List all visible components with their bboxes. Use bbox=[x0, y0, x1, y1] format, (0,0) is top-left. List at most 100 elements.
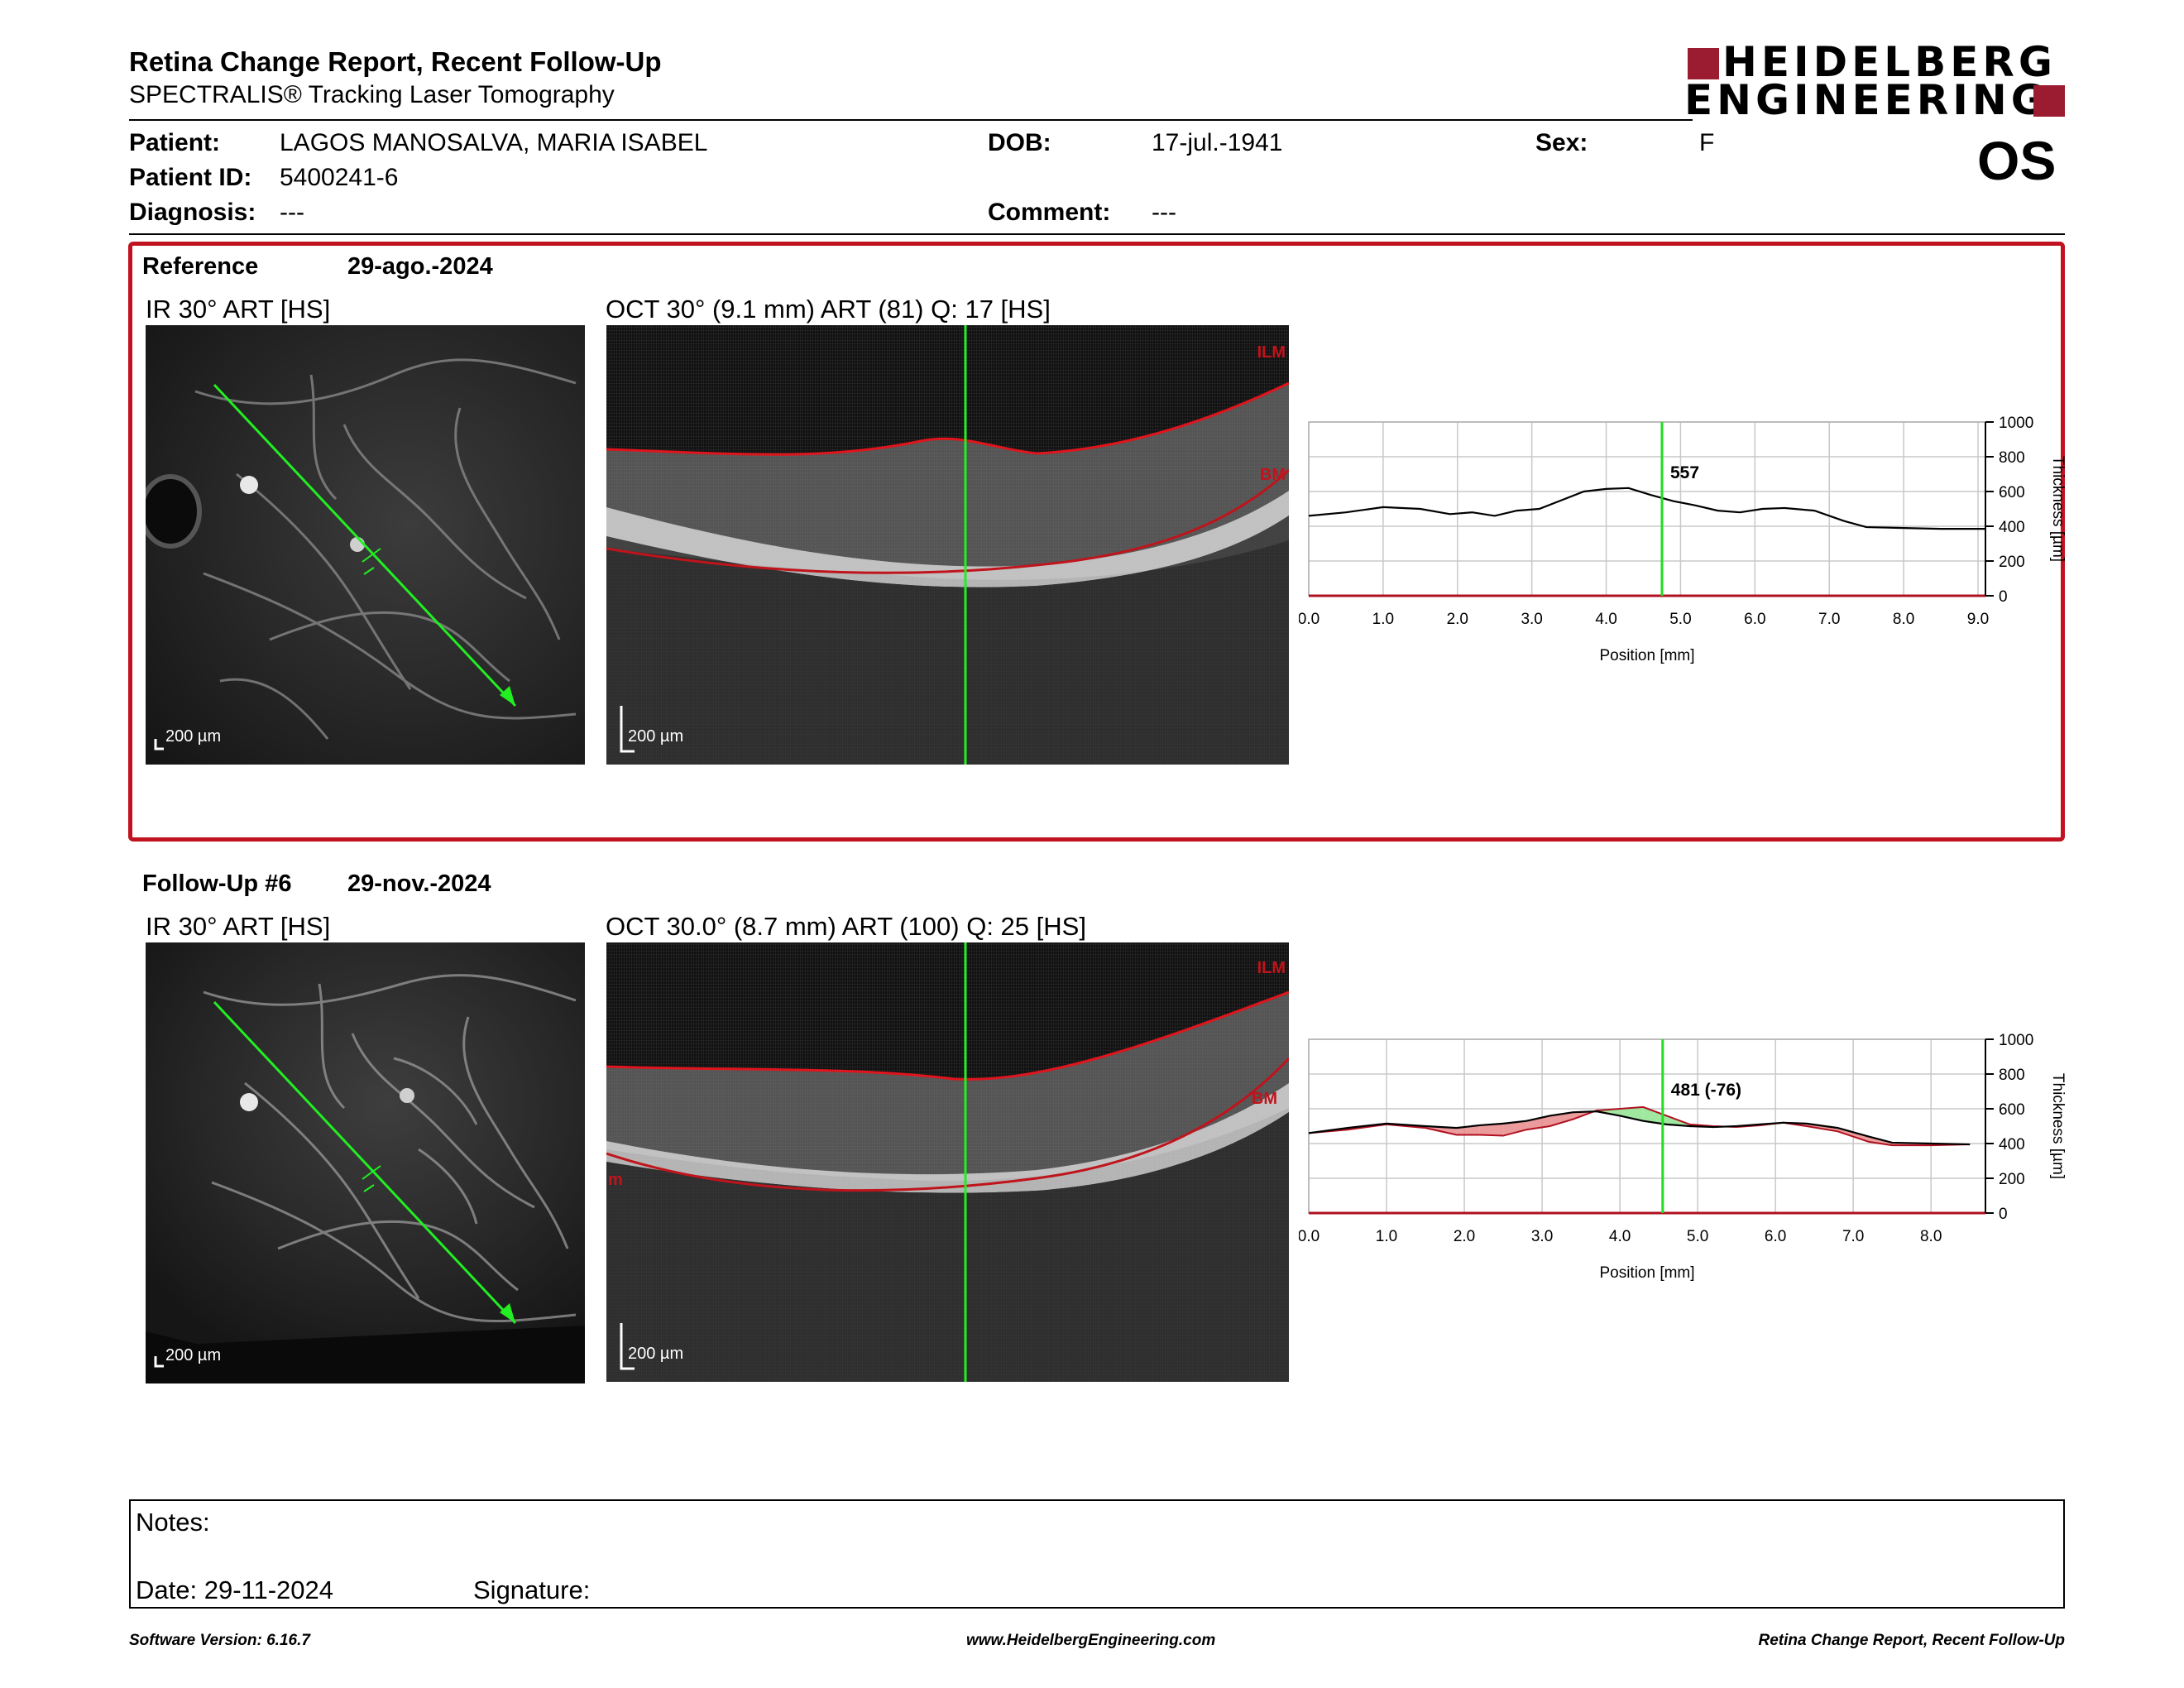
notes-label: Notes: bbox=[136, 1508, 210, 1537]
y-tick-label-0: 0 bbox=[1999, 1206, 2008, 1223]
difference-band-12 bbox=[1643, 1106, 1667, 1125]
followup-oct-scale: 200 µm bbox=[628, 1345, 684, 1363]
report-title: Retina Change Report, Recent Follow-Up bbox=[129, 46, 662, 77]
reference-date: 29-ago.-2024 bbox=[347, 253, 493, 280]
x-tick-label-1: 1.0 bbox=[1376, 1228, 1397, 1245]
sex-label: Sex: bbox=[1535, 129, 1588, 156]
difference-band-6 bbox=[1503, 1120, 1527, 1136]
patient-id-value: 5400241-6 bbox=[280, 164, 399, 191]
reference-oct-image[interactable]: ILM BM 200 µm bbox=[606, 325, 1289, 765]
x-axis-title: Position [mm] bbox=[1599, 1264, 1694, 1282]
followup-ilm-label: ILM bbox=[1257, 959, 1286, 977]
y-tick-label-5: 1000 bbox=[1999, 1032, 2033, 1049]
x-tick-label-2: 2.0 bbox=[1447, 611, 1468, 628]
followup-oct-image[interactable]: ILM BM m 200 µm bbox=[606, 942, 1289, 1382]
reference-ir-label: IR 30° ART [HS] bbox=[146, 295, 331, 324]
x-tick-label-5: 5.0 bbox=[1669, 611, 1691, 628]
followup-thickness-chart: 0 200 400 600 800 1000 0.0 1.0 2.0 3.0 4.0 5.0 6.0 7.… bbox=[1299, 1032, 2067, 1282]
patient-label: Patient: bbox=[129, 129, 221, 156]
logo-line-1: HEIDELBERG bbox=[1722, 38, 2057, 86]
difference-band-7 bbox=[1526, 1115, 1550, 1130]
y-tick-label-1: 200 bbox=[1999, 554, 2025, 571]
followup-oct-svg bbox=[606, 942, 1289, 1382]
difference-band-5 bbox=[1479, 1123, 1504, 1136]
y-tick-label-2: 400 bbox=[1999, 519, 2025, 536]
patient-id-label: Patient ID: bbox=[129, 164, 252, 191]
sex-value: F bbox=[1699, 129, 1715, 156]
y-tick-label-2: 400 bbox=[1999, 1136, 2025, 1153]
y-tick-label-4: 800 bbox=[1999, 449, 2025, 467]
followup-fundus-svg bbox=[146, 942, 585, 1368]
patient-name: LAGOS MANOSALVA, MARIA ISABEL bbox=[280, 129, 708, 156]
reference-oct-svg bbox=[606, 325, 1289, 765]
x-axis-title: Position [mm] bbox=[1599, 647, 1694, 664]
difference-band-11 bbox=[1620, 1106, 1644, 1121]
x-tick-label-8: 8.0 bbox=[1920, 1228, 1942, 1245]
x-tick-label-4: 4.0 bbox=[1595, 611, 1616, 628]
website-link[interactable]: www.HeidelbergEngineering.com bbox=[966, 1632, 1216, 1649]
followup-date: 29-nov.-2024 bbox=[347, 870, 491, 897]
followup-bm-label: BM bbox=[1251, 1090, 1277, 1108]
x-tick-label-2: 2.0 bbox=[1454, 1228, 1475, 1245]
y-tick-label-3: 600 bbox=[1999, 1101, 2025, 1119]
followup-ir-image[interactable]: 200 µm bbox=[146, 942, 585, 1383]
reference-oct-label: OCT 30° (9.1 mm) ART (81) Q: 17 [HS] bbox=[606, 295, 1051, 324]
x-tick-label-5: 5.0 bbox=[1687, 1228, 1708, 1245]
report-subtitle: SPECTRALIS® Tracking Laser Tomography bbox=[129, 81, 615, 108]
y-tick-label-5: 1000 bbox=[1999, 415, 2033, 432]
x-tick-label-6: 6.0 bbox=[1765, 1228, 1786, 1245]
signature-label: Signature: bbox=[473, 1575, 591, 1604]
reference-ir-scale: 200 µm bbox=[165, 727, 222, 746]
x-tick-label-9: 9.0 bbox=[1967, 611, 1989, 628]
reference-ir-image[interactable]: 200 µm bbox=[146, 325, 585, 765]
x-tick-label-8: 8.0 bbox=[1893, 611, 1914, 628]
reference-ilm-label: ILM bbox=[1257, 343, 1286, 362]
dob-value: 17-jul.-1941 bbox=[1152, 129, 1283, 156]
y-tick-label-4: 800 bbox=[1999, 1067, 2025, 1084]
reference-frame bbox=[128, 242, 2065, 842]
y-tick-label-1: 200 bbox=[1999, 1171, 2025, 1188]
x-tick-label-6: 6.0 bbox=[1744, 611, 1765, 628]
software-version: Software Version: 6.16.7 bbox=[129, 1632, 310, 1649]
logo-square-top bbox=[1688, 48, 1719, 79]
thickness-line bbox=[1308, 1110, 1971, 1146]
comment-label: Comment: bbox=[988, 199, 1111, 226]
followup-label: Follow-Up #6 bbox=[142, 870, 292, 897]
reference-fundus-svg bbox=[146, 358, 577, 750]
reference-thickness-line bbox=[1308, 1105, 1971, 1147]
x-tick-label-3: 3.0 bbox=[1531, 1228, 1553, 1245]
notes-date: Date: 29-11-2024 bbox=[136, 1575, 333, 1604]
eye-indicator: OS bbox=[1977, 130, 2057, 191]
x-tick-label-0: 0.0 bbox=[1299, 611, 1320, 628]
x-tick-label-7: 7.0 bbox=[1842, 1228, 1864, 1245]
cursor-value-label: 481 (-76) bbox=[1671, 1081, 1741, 1100]
followup-ir-label: IR 30° ART [HS] bbox=[146, 912, 331, 941]
y-tick-label-3: 600 bbox=[1999, 484, 2025, 501]
logo-square-bottom bbox=[2033, 85, 2065, 117]
x-tick-label-3: 3.0 bbox=[1521, 611, 1542, 628]
reference-label: Reference bbox=[142, 253, 259, 280]
dob-label: DOB: bbox=[988, 129, 1051, 156]
thickness-line bbox=[1308, 487, 1985, 530]
x-tick-label-0: 0.0 bbox=[1299, 1228, 1320, 1245]
logo-line-2: ENGINEERING bbox=[1684, 76, 2049, 124]
comment-value: --- bbox=[1152, 199, 1176, 226]
y-axis-title: Thickness [µm] bbox=[2049, 1073, 2067, 1179]
reference-bm-label: BM bbox=[1259, 466, 1286, 484]
x-tick-label-7: 7.0 bbox=[1818, 611, 1840, 628]
diagnosis-value: --- bbox=[280, 199, 304, 226]
x-tick-label-4: 4.0 bbox=[1609, 1228, 1631, 1245]
followup-ir-scale: 200 µm bbox=[165, 1346, 222, 1364]
y-axis-title: Thickness [µm] bbox=[2049, 456, 2067, 562]
reference-oct-scale: 200 µm bbox=[628, 727, 684, 746]
patient-rule bbox=[129, 233, 2065, 235]
footer-report-name: Retina Change Report, Recent Follow-Up bbox=[1758, 1632, 2065, 1649]
followup-oct-label: OCT 30.0° (8.7 mm) ART (100) Q: 25 [HS] bbox=[606, 912, 1086, 941]
cursor-value-label: 557 bbox=[1670, 463, 1699, 482]
notes-box[interactable]: Notes: Date: 29-11-2024 Signature: bbox=[129, 1499, 2065, 1609]
followup-bm-left-label: m bbox=[608, 1171, 623, 1189]
y-tick-label-0: 0 bbox=[1999, 588, 2008, 606]
reference-thickness-chart: 0 200 400 600 800 1000 0.0 1.0 2.0 3.0 4.0 5.0 6.0 7.… bbox=[1299, 415, 2067, 664]
diagnosis-label: Diagnosis: bbox=[129, 199, 256, 226]
header-rule bbox=[129, 119, 1693, 121]
